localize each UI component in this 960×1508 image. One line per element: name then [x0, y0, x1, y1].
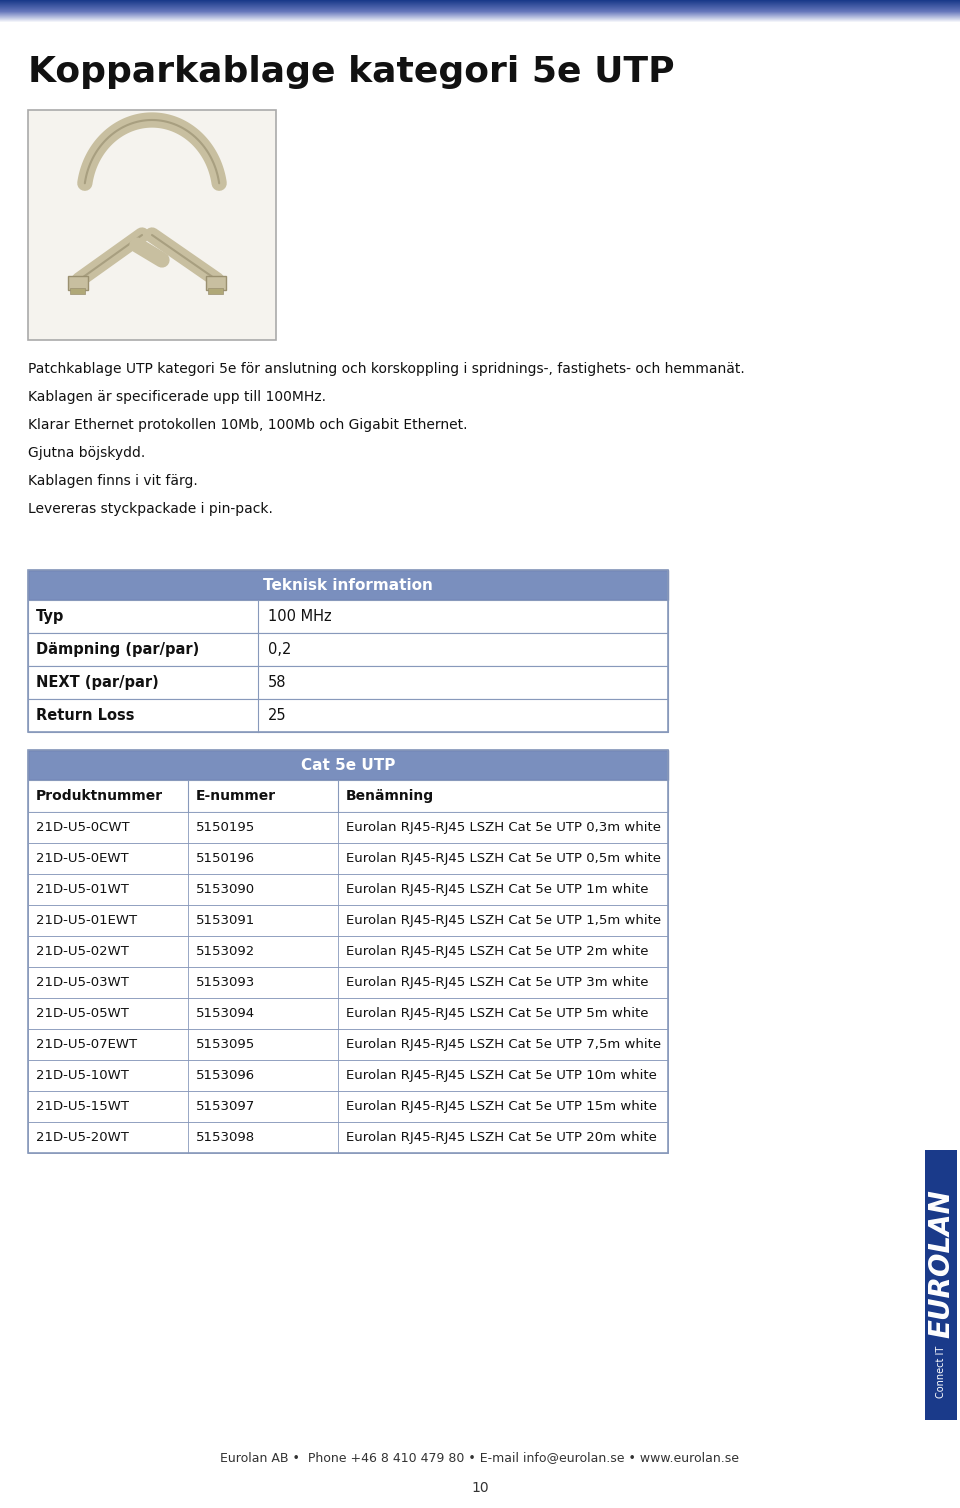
Text: Eurolan RJ45-RJ45 LSZH Cat 5e UTP 15m white: Eurolan RJ45-RJ45 LSZH Cat 5e UTP 15m wh… [346, 1099, 657, 1113]
Text: Eurolan RJ45-RJ45 LSZH Cat 5e UTP 20m white: Eurolan RJ45-RJ45 LSZH Cat 5e UTP 20m wh… [346, 1131, 657, 1145]
Text: Typ: Typ [36, 609, 64, 624]
Text: Teknisk information: Teknisk information [263, 578, 433, 593]
Text: 5153098: 5153098 [196, 1131, 255, 1145]
Text: 5153094: 5153094 [196, 1007, 255, 1019]
Bar [28, 905, 668, 936]
Text: 21D-U5-02WT: 21D-U5-02WT [36, 946, 129, 958]
Text: 5150196: 5150196 [196, 852, 255, 866]
Text: Eurolan RJ45-RJ45 LSZH Cat 5e UTP 5m white: Eurolan RJ45-RJ45 LSZH Cat 5e UTP 5m whi… [346, 1007, 649, 1019]
Text: 21D-U5-01EWT: 21D-U5-01EWT [36, 914, 137, 927]
Text: 25: 25 [268, 707, 287, 722]
Text: 5153096: 5153096 [196, 1069, 255, 1083]
Text: 21D-U5-20WT: 21D-U5-20WT [36, 1131, 129, 1145]
Bar [28, 667, 668, 700]
Text: 21D-U5-0EWT: 21D-U5-0EWT [36, 852, 129, 866]
Bar [28, 1060, 668, 1090]
Text: 5153090: 5153090 [196, 884, 255, 896]
Text: Eurolan AB •  Phone +46 8 410 479 80 • E-mail info@eurolan.se • www.eurolan.se: Eurolan AB • Phone +46 8 410 479 80 • E-… [221, 1452, 739, 1464]
Text: Cat 5e UTP: Cat 5e UTP [300, 757, 396, 772]
Bar [28, 1090, 668, 1122]
Text: E-nummer: E-nummer [196, 789, 276, 802]
Text: Eurolan RJ45-RJ45 LSZH Cat 5e UTP 1,5m white: Eurolan RJ45-RJ45 LSZH Cat 5e UTP 1,5m w… [346, 914, 661, 927]
Bar [68, 276, 88, 290]
Bar [28, 936, 668, 967]
Text: Return Loss: Return Loss [36, 707, 134, 722]
Bar [28, 967, 668, 998]
Text: Kopparkablage kategori 5e UTP: Kopparkablage kategori 5e UTP [28, 54, 675, 89]
Text: Benämning: Benämning [346, 789, 434, 802]
Text: 5153093: 5153093 [196, 976, 255, 989]
Text: 5153091: 5153091 [196, 914, 255, 927]
Text: 21D-U5-10WT: 21D-U5-10WT [36, 1069, 129, 1083]
Bar [28, 110, 276, 339]
Text: 58: 58 [268, 676, 286, 691]
Text: EUROLAN: EUROLAN [927, 1188, 955, 1338]
Text: NEXT (par/par): NEXT (par/par) [36, 676, 158, 691]
Bar [28, 749, 668, 1154]
Text: Kablagen är specificerade upp till 100MHz.: Kablagen är specificerade upp till 100MH… [28, 391, 326, 404]
Bar [28, 843, 668, 875]
Text: Levereras styckpackade i pin-pack.: Levereras styckpackade i pin-pack. [28, 502, 273, 516]
Text: Eurolan RJ45-RJ45 LSZH Cat 5e UTP 3m white: Eurolan RJ45-RJ45 LSZH Cat 5e UTP 3m whi… [346, 976, 649, 989]
Bar [28, 811, 668, 843]
Text: 21D-U5-05WT: 21D-U5-05WT [36, 1007, 129, 1019]
Text: Gjutna böjskydd.: Gjutna böjskydd. [28, 446, 145, 460]
Bar [28, 875, 668, 905]
Bar [28, 570, 668, 731]
Bar [28, 600, 668, 633]
Text: Eurolan RJ45-RJ45 LSZH Cat 5e UTP 10m white: Eurolan RJ45-RJ45 LSZH Cat 5e UTP 10m wh… [346, 1069, 657, 1083]
Text: Eurolan RJ45-RJ45 LSZH Cat 5e UTP 0,3m white: Eurolan RJ45-RJ45 LSZH Cat 5e UTP 0,3m w… [346, 820, 661, 834]
Text: 21D-U5-0CWT: 21D-U5-0CWT [36, 820, 130, 834]
Bar [208, 288, 223, 294]
Bar [28, 633, 668, 667]
Text: Produktnummer: Produktnummer [36, 789, 163, 802]
Bar [28, 749, 668, 780]
Bar [925, 1151, 957, 1421]
Text: Patchkablage UTP kategori 5e för anslutning och korskoppling i spridnings-, fast: Patchkablage UTP kategori 5e för anslutn… [28, 362, 745, 375]
Text: 21D-U5-01WT: 21D-U5-01WT [36, 884, 129, 896]
Text: 5153097: 5153097 [196, 1099, 255, 1113]
Text: Eurolan RJ45-RJ45 LSZH Cat 5e UTP 0,5m white: Eurolan RJ45-RJ45 LSZH Cat 5e UTP 0,5m w… [346, 852, 661, 866]
Bar [70, 288, 85, 294]
Text: Klarar Ethernet protokollen 10Mb, 100Mb och Gigabit Ethernet.: Klarar Ethernet protokollen 10Mb, 100Mb … [28, 418, 468, 431]
Text: Connect IT: Connect IT [936, 1345, 946, 1398]
Bar [28, 1122, 668, 1154]
Text: Eurolan RJ45-RJ45 LSZH Cat 5e UTP 1m white: Eurolan RJ45-RJ45 LSZH Cat 5e UTP 1m whi… [346, 884, 649, 896]
Bar [28, 570, 668, 600]
Text: 21D-U5-15WT: 21D-U5-15WT [36, 1099, 129, 1113]
Text: 21D-U5-07EWT: 21D-U5-07EWT [36, 1038, 137, 1051]
Text: 21D-U5-03WT: 21D-U5-03WT [36, 976, 129, 989]
Text: 10: 10 [471, 1481, 489, 1494]
Text: Dämpning (par/par): Dämpning (par/par) [36, 642, 200, 657]
Text: 5153095: 5153095 [196, 1038, 255, 1051]
Text: 100 MHz: 100 MHz [268, 609, 331, 624]
Bar [28, 700, 668, 731]
Bar [28, 1028, 668, 1060]
Bar [28, 998, 668, 1028]
Bar [206, 276, 226, 290]
Text: Eurolan RJ45-RJ45 LSZH Cat 5e UTP 2m white: Eurolan RJ45-RJ45 LSZH Cat 5e UTP 2m whi… [346, 946, 649, 958]
Text: 5150195: 5150195 [196, 820, 255, 834]
Bar [28, 780, 668, 811]
Text: Kablagen finns i vit färg.: Kablagen finns i vit färg. [28, 474, 198, 489]
Text: 0,2: 0,2 [268, 642, 292, 657]
Text: Eurolan RJ45-RJ45 LSZH Cat 5e UTP 7,5m white: Eurolan RJ45-RJ45 LSZH Cat 5e UTP 7,5m w… [346, 1038, 661, 1051]
Text: 5153092: 5153092 [196, 946, 255, 958]
